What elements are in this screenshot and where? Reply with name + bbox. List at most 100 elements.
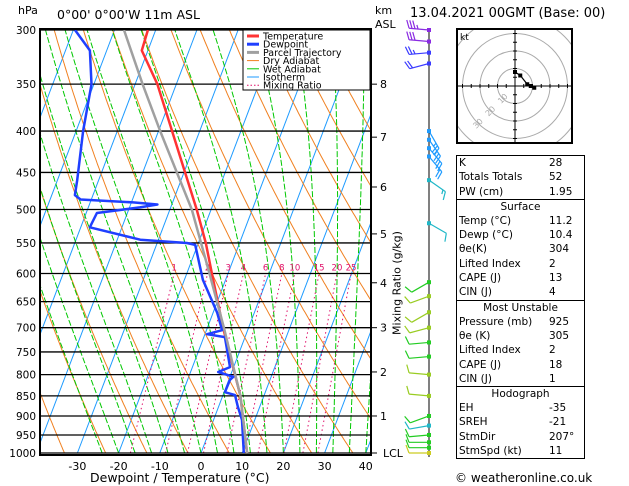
stats-table: K 28 Totals Totals 52 PW (cm) 1.95 Surface … bbox=[456, 155, 585, 460]
label: Dewp (°C) bbox=[459, 229, 513, 242]
value: 11.2 bbox=[549, 214, 573, 227]
barb-dot bbox=[427, 413, 431, 418]
barb-shaft bbox=[409, 425, 430, 430]
wind-barb bbox=[406, 385, 431, 398]
pressure-tick-label: 300 bbox=[16, 25, 36, 37]
row: Dewp (°C) 10.4 bbox=[457, 228, 584, 242]
location-title: 0°00' 0°00'W 11m ASL bbox=[57, 7, 200, 22]
barb-feather bbox=[405, 439, 410, 448]
barb-half-feather bbox=[416, 24, 419, 30]
barb-feather bbox=[442, 191, 446, 201]
barb-feather bbox=[431, 145, 438, 153]
label: Pressure (mb) bbox=[459, 315, 533, 328]
wind-barb bbox=[427, 154, 443, 180]
wind-barb bbox=[404, 294, 431, 304]
legend-label: Wet Adiabat bbox=[263, 64, 321, 75]
barb-feather bbox=[409, 31, 413, 41]
barb-dot bbox=[427, 354, 431, 359]
barb-feather bbox=[404, 316, 413, 323]
label: EH bbox=[459, 402, 474, 415]
barb-shaft bbox=[409, 62, 430, 70]
mixing-ratio-label: 20 bbox=[332, 264, 343, 274]
hodograph-point bbox=[528, 84, 533, 88]
wet-adiabat bbox=[365, 378, 370, 454]
barb-feather bbox=[435, 160, 441, 169]
wind-barb bbox=[406, 31, 431, 44]
row: Lifted Index 2 bbox=[457, 257, 584, 271]
label: StmSpd (kt) bbox=[459, 445, 522, 458]
label: Totals Totals bbox=[459, 171, 523, 184]
pressure-tick-label: 850 bbox=[16, 391, 36, 403]
temperature-tick-label: -10 bbox=[151, 460, 169, 473]
barb-feather bbox=[412, 31, 416, 41]
barb-dot bbox=[427, 280, 431, 285]
label: StmDir bbox=[459, 430, 496, 443]
barb-dot bbox=[427, 28, 431, 32]
barb-dot bbox=[427, 451, 431, 455]
label: SREH bbox=[459, 416, 488, 429]
dry-adiabat bbox=[53, 30, 230, 454]
dry-adiabat bbox=[141, 30, 354, 454]
section-title: Hodograph bbox=[491, 388, 550, 401]
barb-shaft bbox=[410, 415, 430, 424]
barb-dot bbox=[427, 445, 431, 450]
legend-label: Isotherm bbox=[263, 73, 305, 84]
pressure-unit: hPa bbox=[18, 4, 38, 17]
dry-adiabat bbox=[170, 30, 370, 419]
pressure-tick-label: 1000 bbox=[9, 448, 36, 460]
barb-feather bbox=[435, 169, 441, 178]
mixing-ratio-label: 3 bbox=[226, 264, 231, 274]
wet-adiabat bbox=[331, 30, 339, 454]
barb-feather bbox=[406, 385, 410, 395]
mixing-ratio-line bbox=[129, 273, 175, 454]
legend-box bbox=[242, 29, 371, 91]
mixing-ratio-line bbox=[203, 273, 244, 454]
barb-feather bbox=[404, 325, 411, 334]
legend-label: Dewpoint bbox=[263, 40, 308, 51]
barb-feather bbox=[407, 60, 414, 69]
dry-adiabat bbox=[199, 30, 370, 359]
wind-barb bbox=[404, 421, 431, 430]
barb-shaft bbox=[428, 130, 440, 149]
credit: © weatheronline.co.uk bbox=[455, 471, 593, 485]
pressure-tick-label: 450 bbox=[16, 167, 36, 179]
row: StmDir 207° bbox=[457, 430, 584, 444]
value: 10.4 bbox=[549, 229, 573, 242]
mixing-ratio-line bbox=[165, 273, 209, 454]
km-tick-label: 4 bbox=[380, 277, 387, 290]
barb-dot bbox=[427, 432, 431, 437]
barb-feather bbox=[404, 415, 411, 424]
barb-feather bbox=[404, 336, 410, 345]
barb-shaft bbox=[411, 281, 430, 293]
row: θe(K) 304 bbox=[457, 242, 584, 256]
value: 2 bbox=[549, 344, 556, 357]
legend-label: Dry Adiabat bbox=[263, 56, 320, 67]
pressure-tick-label: 500 bbox=[16, 204, 36, 216]
barb-half-feather bbox=[441, 189, 444, 195]
mixing-ratio-label: 1 bbox=[172, 264, 177, 274]
barb-dot bbox=[427, 310, 431, 315]
mixing-ratio-label: 4 bbox=[241, 264, 246, 274]
barb-shaft bbox=[409, 39, 430, 43]
most-unstable-section: Most Unstable Pressure (mb) 925 θe (K) 305… bbox=[457, 299, 584, 386]
mixing-ratio-line bbox=[317, 273, 352, 454]
km-tick-label: 6 bbox=[380, 181, 387, 194]
value: 207° bbox=[549, 430, 575, 443]
barb-feather bbox=[404, 46, 410, 55]
barb-feather bbox=[437, 171, 443, 180]
barb-shaft bbox=[410, 295, 430, 304]
value: 52 bbox=[549, 171, 563, 184]
barb-feather bbox=[404, 61, 411, 70]
barb-shaft bbox=[409, 27, 430, 31]
value: 925 bbox=[549, 315, 570, 328]
wind-barb bbox=[404, 336, 431, 345]
value: 305 bbox=[549, 329, 570, 342]
barb-feather bbox=[437, 163, 443, 172]
barb-shaft bbox=[409, 355, 430, 359]
wind-barb bbox=[404, 60, 431, 70]
row: θe (K) 305 bbox=[457, 329, 584, 343]
index-row-k: K 28 bbox=[457, 156, 584, 170]
wind-barb bbox=[427, 146, 443, 172]
label: Lifted Index bbox=[459, 257, 521, 270]
pressure-tick-label: 700 bbox=[16, 323, 36, 335]
